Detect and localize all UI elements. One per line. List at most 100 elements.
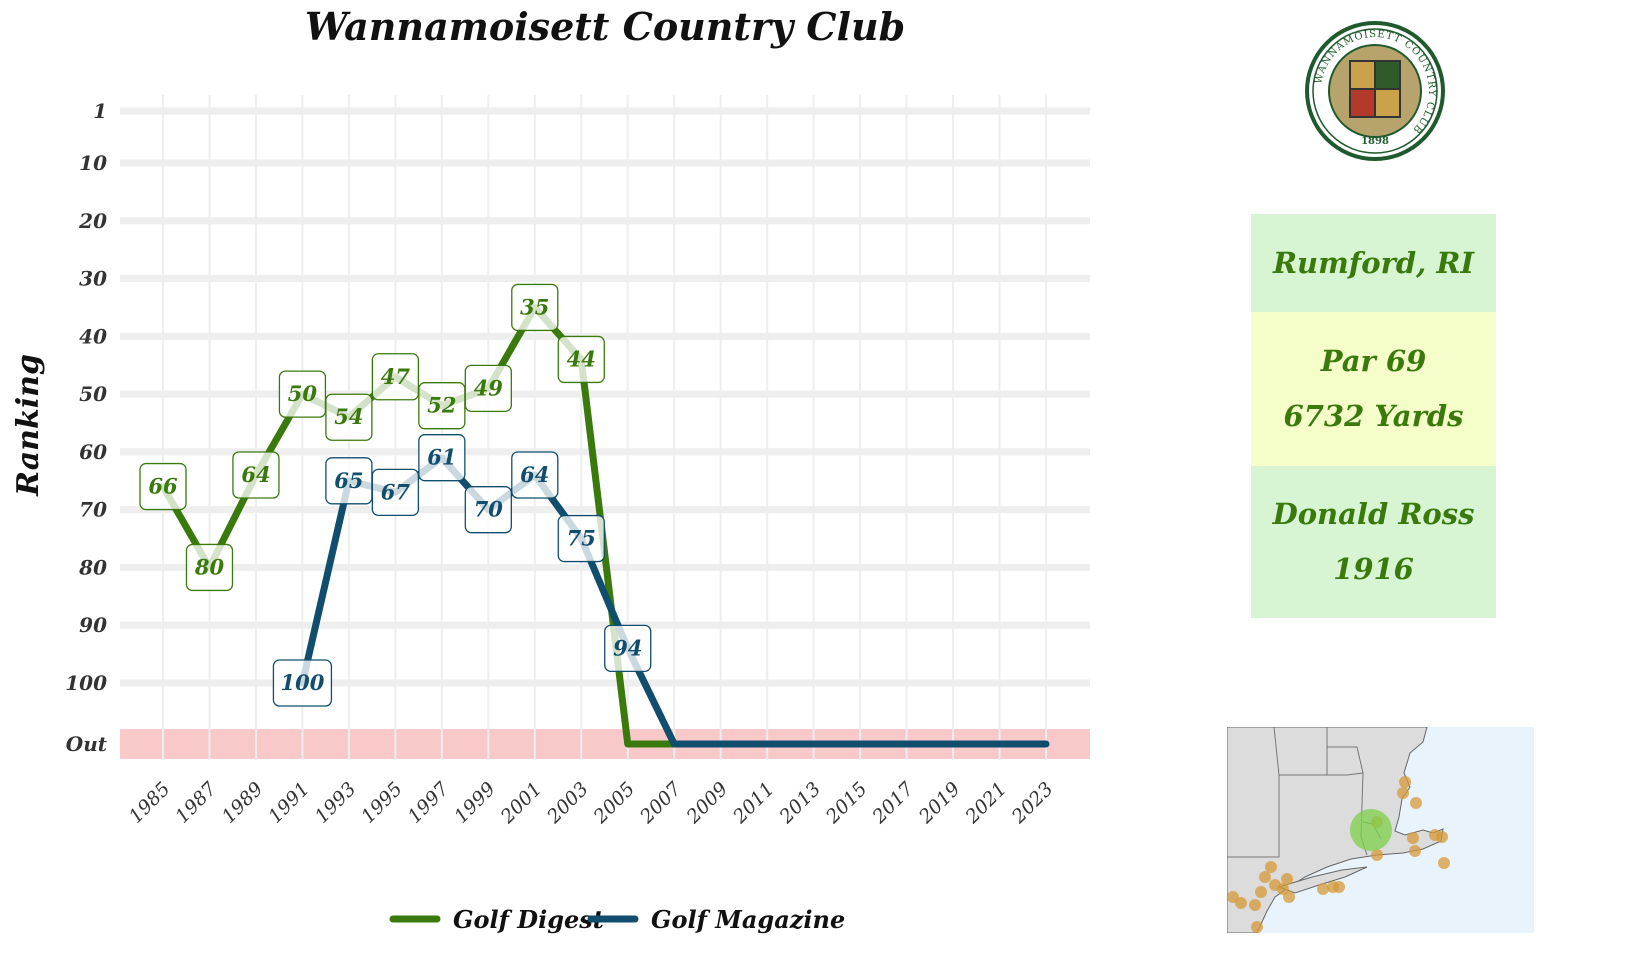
y-axis-ticks: 1 10 20 30 40 50 60 70 80 90 100 Out (65, 99, 108, 756)
data-label-box (557, 335, 605, 384)
data-label-golf-magazine-2001: 64 (511, 451, 559, 499)
map-club-marker (1317, 883, 1329, 895)
map-club-marker (1410, 797, 1422, 809)
yards-text: 6732 Yards (1283, 399, 1464, 433)
club-logo-seal: WANNAMOISETT COUNTRY CLUB 1898 (1305, 21, 1445, 161)
year-built-text: 1916 (1333, 552, 1414, 586)
x-tick-label-1991: 1991 (264, 778, 314, 828)
x-tick-label-2005: 2005 (589, 778, 639, 828)
data-label-golf-digest-1991: 50 (278, 370, 327, 418)
x-axis-ticks: 1985198719891991199319951997199920012003… (125, 777, 1058, 828)
data-label-box (418, 434, 466, 482)
map-club-marker (1407, 832, 1419, 844)
data-label-text: 64 (241, 462, 270, 487)
map-club-marker (1436, 831, 1448, 843)
x-tick-label-1999: 1999 (450, 778, 500, 828)
legend: Golf Digest Golf Magazine (389, 905, 845, 934)
data-label-box (371, 353, 420, 401)
data-label-text: 75 (567, 526, 596, 551)
data-label-text: 44 (567, 346, 596, 371)
data-label-text: 66 (148, 474, 178, 499)
data-label-golf-magazine-1999: 70 (464, 486, 512, 534)
y-tick-label-60: 60 (79, 440, 107, 464)
course-stats-box: Par 69 6732 Yards (1251, 312, 1496, 466)
data-label-box (185, 543, 234, 592)
data-label-box (371, 468, 420, 516)
data-label-golf-digest-1989: 64 (232, 451, 280, 499)
data-label-box (232, 451, 280, 499)
map-club-marker (1281, 873, 1293, 885)
data-label-box (557, 514, 605, 563)
logo-year: 1898 (1361, 136, 1389, 147)
data-label-box (464, 486, 512, 534)
x-tick-label-1995: 1995 (357, 778, 407, 828)
data-label-box (325, 393, 373, 441)
data-label-text: 50 (288, 381, 318, 406)
data-labels: 66 80 64 50 54 47 52 49 35 44 100 65 67 61 70 64 75 94 (139, 283, 652, 707)
data-label-golf-magazine-2003: 75 (557, 514, 605, 563)
data-label-text: 47 (381, 364, 411, 389)
map-club-marker (1283, 891, 1295, 903)
map-club-marker (1249, 899, 1261, 911)
data-label-text: 54 (334, 404, 363, 429)
data-label-golf-digest-1995: 47 (371, 353, 420, 401)
x-tick-label-1997: 1997 (404, 777, 454, 827)
location-text: Rumford, RI (1272, 245, 1475, 280)
map-state-borders (1227, 727, 1382, 858)
data-label-text: 35 (520, 294, 549, 319)
legend-label-golf-magazine: Golf Magazine (651, 905, 845, 934)
x-tick-label-2021: 2021 (961, 778, 1011, 828)
x-tick-label-1985: 1985 (125, 778, 175, 828)
x-tick-label-2019: 2019 (914, 778, 964, 828)
designer-text: Donald Ross (1272, 497, 1475, 531)
data-label-golf-digest-2003: 44 (557, 335, 605, 384)
y-tick-label-70: 70 (79, 498, 107, 522)
map-club-marker (1333, 881, 1345, 893)
location-box: Rumford, RI (1251, 214, 1496, 312)
x-tick-label-1987: 1987 (171, 777, 221, 827)
data-label-box (139, 462, 187, 511)
data-label-box (278, 370, 327, 418)
map-club-marker (1371, 849, 1383, 861)
y-tick-label-90: 90 (79, 613, 107, 637)
data-label-text: 100 (280, 670, 324, 695)
data-label-golf-magazine-2005: 94 (604, 624, 652, 673)
data-label-box (464, 364, 512, 412)
y-tick-label-50: 50 (79, 382, 107, 406)
x-tick-label-2003: 2003 (542, 778, 592, 828)
map-club-marker (1409, 845, 1421, 857)
map-club-marker (1265, 861, 1277, 873)
y-tick-label-20: 20 (78, 209, 107, 233)
map-club-marker (1255, 886, 1267, 898)
x-tick-label-2009: 2009 (682, 778, 732, 828)
map-club-marker (1259, 871, 1271, 883)
y-tick-label-100: 100 (65, 671, 107, 695)
legend-label-golf-digest: Golf Digest (453, 905, 604, 934)
data-label-golf-digest-1993: 54 (325, 393, 373, 441)
y-tick-label-40: 40 (79, 324, 107, 348)
data-label-text: 64 (520, 462, 549, 487)
x-tick-label-2017: 2017 (868, 777, 919, 828)
map-club-marker (1397, 787, 1409, 799)
data-label-text: 61 (427, 445, 456, 470)
data-label-text: 65 (334, 468, 363, 493)
data-label-golf-magazine-1991: 100 (272, 659, 333, 707)
designer-box: Donald Ross 1916 (1251, 466, 1496, 618)
x-tick-label-2023: 2023 (1007, 778, 1057, 828)
data-label-golf-magazine-1995: 67 (371, 468, 420, 516)
map-club-marker (1399, 776, 1411, 788)
y-tick-label-80: 80 (78, 555, 107, 579)
data-label-text: 67 (381, 479, 411, 504)
data-label-text: 70 (474, 497, 504, 522)
data-label-golf-digest-1987: 80 (185, 543, 234, 592)
x-tick-label-1993: 1993 (311, 778, 361, 828)
x-tick-label-2013: 2013 (775, 778, 825, 828)
data-label-golf-magazine-1993: 65 (325, 457, 373, 505)
data-label-text: 80 (194, 554, 225, 579)
x-tick-label-2015: 2015 (821, 778, 871, 828)
y-axis-label: Ranking (11, 354, 46, 497)
chart-title: Wannamoisett Country Club (305, 4, 905, 49)
data-label-box (604, 624, 652, 673)
data-label-golf-magazine-1997: 61 (418, 434, 466, 482)
